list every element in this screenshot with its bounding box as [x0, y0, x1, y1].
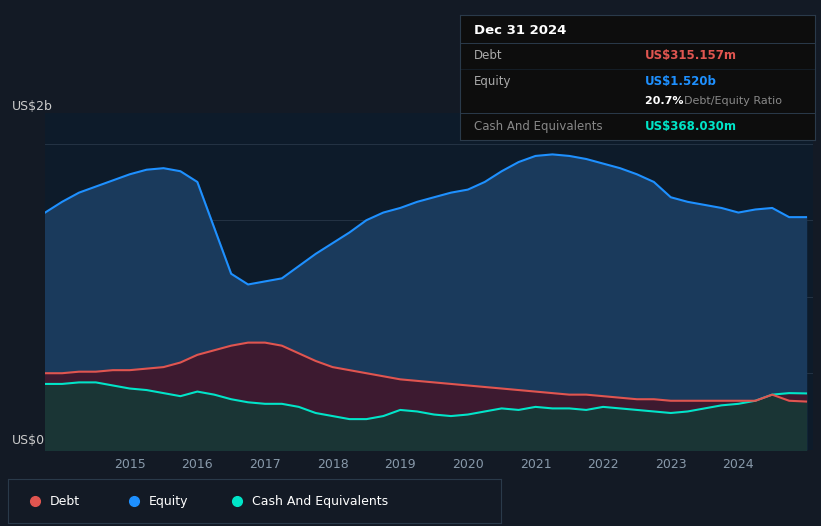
Text: US$2b: US$2b	[12, 100, 53, 114]
Text: 20.7%: 20.7%	[644, 96, 687, 106]
Text: US$1.520b: US$1.520b	[644, 75, 717, 88]
Text: Debt/Equity Ratio: Debt/Equity Ratio	[684, 96, 782, 106]
Text: Cash And Equivalents: Cash And Equivalents	[475, 120, 603, 133]
Text: Dec 31 2024: Dec 31 2024	[475, 24, 566, 37]
Text: Equity: Equity	[475, 75, 511, 88]
Text: US$315.157m: US$315.157m	[644, 49, 736, 62]
Text: Debt: Debt	[475, 49, 502, 62]
Text: Debt: Debt	[50, 494, 80, 508]
Text: Cash And Equivalents: Cash And Equivalents	[252, 494, 388, 508]
Text: US$0: US$0	[12, 434, 45, 448]
Text: US$368.030m: US$368.030m	[644, 120, 736, 133]
Text: Equity: Equity	[149, 494, 188, 508]
